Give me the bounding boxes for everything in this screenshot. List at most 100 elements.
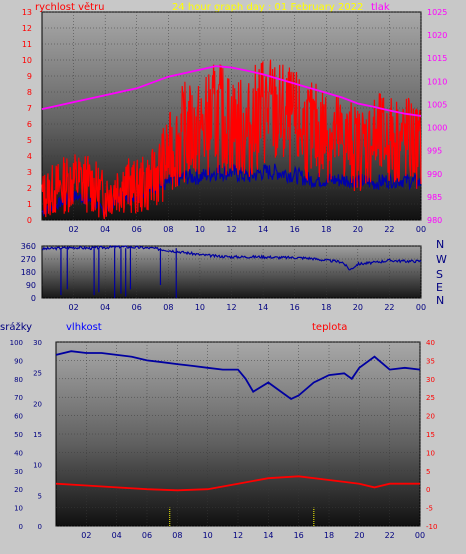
pressure-tick-label: 995	[427, 147, 442, 156]
wind-speed-tick-label: 2	[27, 184, 32, 193]
x-tick-label: 00	[416, 225, 426, 234]
x-tick-label: 22	[384, 303, 394, 312]
compass-label-n-bottom: N	[436, 294, 444, 307]
direction-tick-label: 270	[21, 255, 36, 264]
pressure-axis: 980 985 990 995 1000 1005 1010 1015 1020 1025	[427, 8, 447, 225]
x-tick-label: 02	[68, 303, 78, 312]
pressure-tick-label: 985	[427, 193, 442, 202]
wind-speed-tick-label: 9	[27, 72, 32, 81]
temperature-tick-label: -5	[426, 505, 433, 513]
temperature-tick-label: 25	[426, 394, 435, 402]
wind-speed-tick-label: 0	[27, 216, 32, 225]
x-tick-label: 08	[163, 303, 173, 312]
temperature-tick-label: -10	[426, 523, 437, 531]
wind-direction-line	[41, 244, 422, 271]
humidity-axis-title: vlhkost	[66, 322, 102, 333]
pressure-axis-title: tlak	[371, 2, 390, 13]
x-tick-label: 10	[203, 531, 213, 540]
temperature-tick-label: 40	[426, 339, 435, 347]
rain-axis: 0 10 20 30 40 50 60 70 80 90 100	[10, 339, 23, 531]
wind-direction-series	[41, 244, 422, 298]
x-tick-label: 06	[132, 303, 142, 312]
pressure-tick-label: 980	[427, 216, 442, 225]
wind-speed-tick-label: 13	[22, 8, 32, 17]
pressure-line	[41, 65, 422, 117]
x-tick-label: 14	[263, 531, 273, 540]
humidity-tick-label: 25	[33, 370, 42, 378]
x-tick-label: 16	[290, 303, 300, 312]
x-tick-label: 00	[415, 531, 425, 540]
pressure-tick-label: 1010	[427, 77, 447, 86]
rain-tick-label: 60	[14, 413, 23, 421]
x-tick-label: 12	[226, 225, 236, 234]
x-tick-label: 00	[416, 303, 426, 312]
x-tick-label: 04	[112, 531, 122, 540]
rain-tick-label: 0	[19, 523, 23, 531]
wind-speed-tick-label: 3	[27, 168, 32, 177]
x-tick-label: 02	[81, 531, 91, 540]
direction-tick-label: 180	[21, 268, 36, 277]
x-tick-label: 08	[163, 225, 173, 234]
x-tick-label: 20	[354, 531, 364, 540]
pressure-tick-label: 1000	[427, 124, 447, 133]
x-tick-label: 02	[68, 225, 78, 234]
humidity-line	[55, 350, 421, 401]
x-tick-label: 10	[195, 303, 205, 312]
pressure-tick-label: 1005	[427, 100, 447, 109]
rain-tick-label: 40	[14, 449, 23, 457]
wind-direction-axis: 0 90 180 270 360	[21, 242, 36, 303]
humidity-tick-label: 5	[38, 492, 42, 500]
wind-speed-axis-title: rychlost větru	[35, 1, 105, 13]
rain-tick-label: 90	[14, 357, 23, 365]
humidity-tick-label: 0	[38, 523, 42, 531]
wind-speed-tick-label: 11	[22, 40, 32, 49]
x-tick-label: 12	[226, 303, 236, 312]
humidity-tick-label: 10	[33, 462, 42, 470]
direction-tick-label: 360	[21, 242, 36, 251]
wind-speed-tick-label: 4	[27, 152, 32, 161]
x-tick-label: 06	[132, 225, 142, 234]
humidity-temperature-grid: 02 04 06 08 10 12 14 16 18 20 22 00	[56, 341, 425, 540]
wind-speed-tick-label: 6	[27, 120, 32, 129]
temperature-tick-label: 30	[426, 376, 435, 384]
wind-speed-tick-label: 7	[27, 104, 32, 113]
temperature-tick-label: 10	[426, 449, 435, 457]
x-tick-label: 20	[353, 225, 363, 234]
temperature-tick-label: 0	[426, 486, 430, 494]
temperature-tick-label: 5	[426, 468, 430, 476]
temperature-tick-label: 15	[426, 431, 435, 439]
x-tick-label: 10	[195, 225, 205, 234]
direction-tick-label: 0	[31, 294, 36, 303]
humidity-tick-label: 30	[33, 339, 42, 347]
rain-tick-label: 20	[14, 486, 23, 494]
x-tick-label: 14	[258, 303, 268, 312]
compass-label-e: E	[436, 281, 443, 294]
pressure-tick-label: 1015	[427, 54, 447, 63]
x-tick-label: 18	[321, 225, 331, 234]
x-tick-label: 16	[290, 225, 300, 234]
rain-axis-title: srážky	[0, 321, 32, 333]
x-tick-label: 18	[324, 531, 334, 540]
humidity-temperature-series	[55, 350, 421, 526]
wind-direction-grid: 02 04 06 08 10 12 14 16 18 20 22 00	[42, 245, 426, 312]
x-tick-label: 04	[100, 303, 110, 312]
x-tick-label: 14	[258, 225, 268, 234]
x-tick-label: 16	[294, 531, 304, 540]
humidity-axis: 0 5 10 15 20 25 30	[33, 339, 42, 531]
x-tick-label: 08	[172, 531, 182, 540]
compass-label-n-top: N	[436, 238, 444, 251]
rain-tick-label: 100	[10, 339, 23, 347]
x-tick-label: 22	[385, 531, 395, 540]
humidity-tick-label: 20	[33, 400, 42, 408]
wind-speed-tick-label: 5	[27, 136, 32, 145]
wind-pressure-series	[41, 59, 422, 220]
temperature-tick-label: 20	[426, 413, 435, 421]
x-tick-label: 20	[353, 303, 363, 312]
wind-speed-tick-label: 1	[27, 200, 32, 209]
wind-speed-tick-label: 10	[22, 56, 32, 65]
wind-speed-tick-label: 8	[27, 88, 32, 97]
pressure-tick-label: 1020	[427, 31, 447, 40]
rain-tick-label: 50	[14, 431, 23, 439]
